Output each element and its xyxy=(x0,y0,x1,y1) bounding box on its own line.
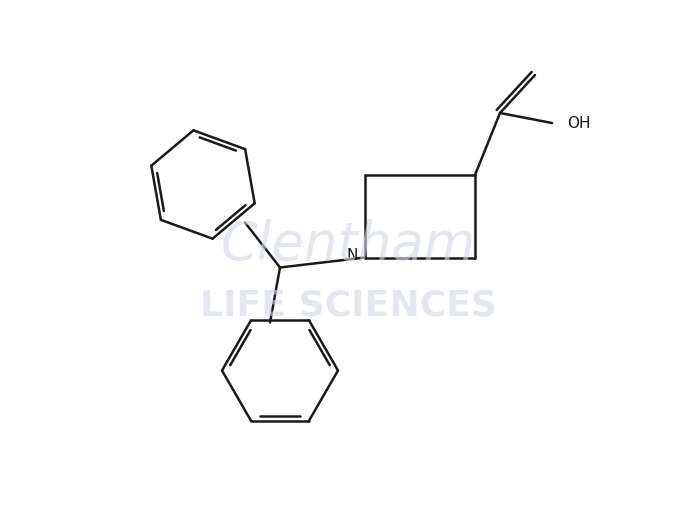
Text: OH: OH xyxy=(567,115,590,131)
Text: N: N xyxy=(347,248,358,263)
Text: Clentham: Clentham xyxy=(221,219,475,271)
Text: LIFE SCIENCES: LIFE SCIENCES xyxy=(200,288,496,322)
